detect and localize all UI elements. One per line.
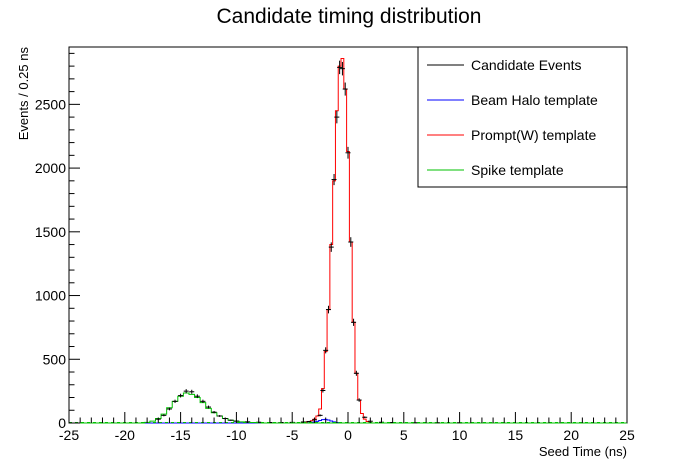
legend-label-candidate-events: Candidate Events	[471, 57, 582, 73]
y-axis-label: Events / 0.25 ns	[16, 47, 31, 141]
series-prompt-w-template-line	[69, 57, 627, 424]
x-tick-label: -25	[59, 427, 79, 443]
y-tick-label: 1500	[35, 224, 66, 240]
y-tick-label: 1000	[35, 288, 66, 304]
chart-title: Candidate timing distribution	[217, 5, 482, 28]
series-candidate-events	[155, 60, 463, 424]
y-tick-label: 2500	[35, 96, 66, 112]
axes-layer: -25 -20 -15 -10 -5 0 5 10 15 20 25 0 500 1000 1500 2000…	[35, 52, 635, 443]
y-tick-label: 0	[58, 415, 66, 431]
legend: Candidate Events Beam Halo template Prompt…	[417, 46, 628, 188]
x-axis-label: Seed Time (ns)	[539, 444, 627, 459]
y-tick-label: 2000	[35, 160, 66, 176]
legend-entries: Candidate Events Beam Halo template Prompt…	[427, 57, 598, 178]
x-tick-label: -20	[115, 427, 135, 443]
legend-label-prompt-w-template: Prompt(W) template	[471, 127, 596, 143]
x-tick-label: -15	[170, 427, 190, 443]
x-tick-label: 25	[619, 427, 635, 443]
legend-label-beam-halo-template: Beam Halo template	[471, 92, 598, 108]
y-tick-label: 500	[43, 351, 67, 367]
x-tick-label: 20	[563, 427, 579, 443]
x-tick-label: -10	[226, 427, 246, 443]
x-tick-label: -5	[286, 427, 299, 443]
x-tick-label: 0	[344, 427, 352, 443]
x-tick-label: 15	[508, 427, 524, 443]
legend-label-spike-template: Spike template	[471, 162, 564, 178]
x-tick-label: 5	[400, 427, 408, 443]
x-tick-label: 10	[452, 427, 468, 443]
legend-frame	[417, 46, 628, 188]
